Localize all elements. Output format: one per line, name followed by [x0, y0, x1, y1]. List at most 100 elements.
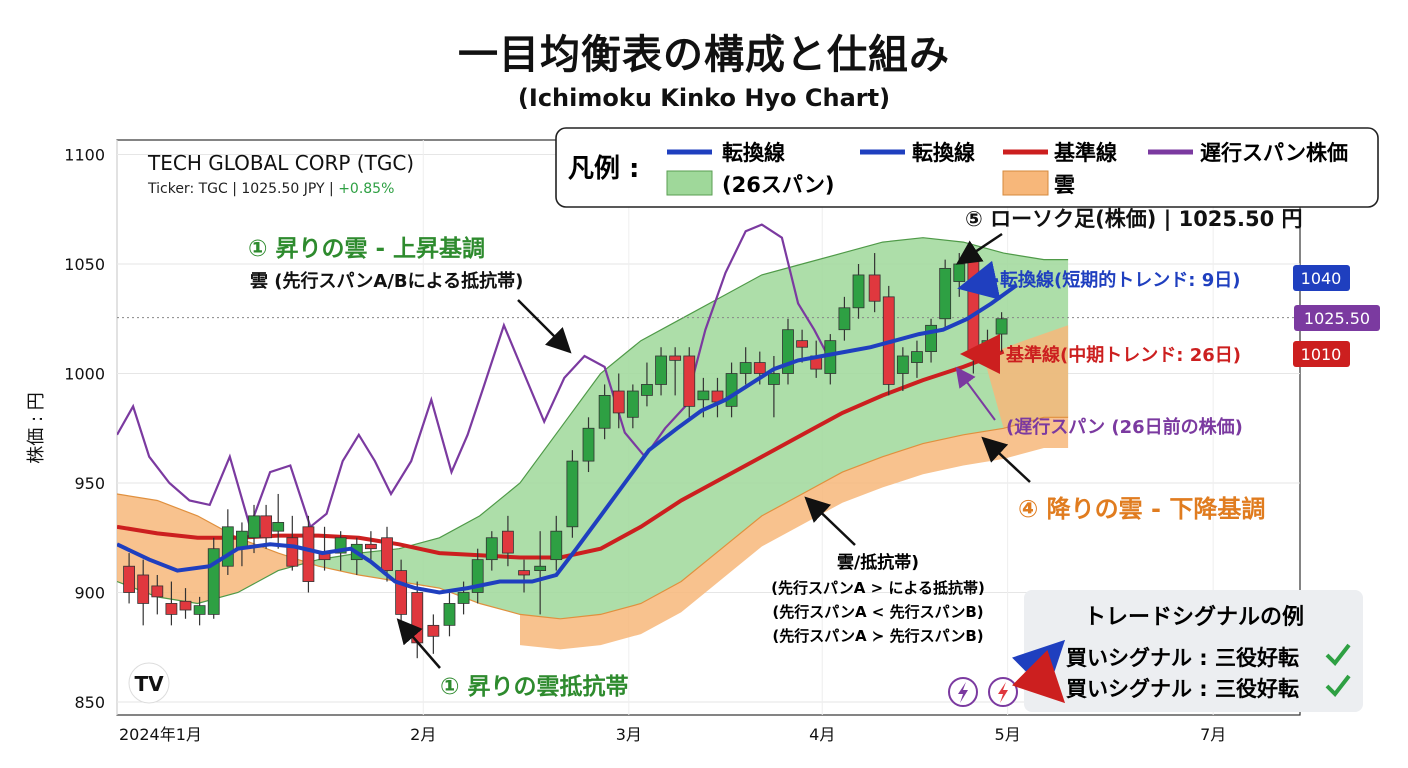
candle-body [838, 307, 851, 331]
cloud-note: 雲/抵抗帯) (先行スパンA > による抵抗帯) (先行スパンA < 先行スパン… [771, 552, 985, 645]
bear-cloud-annotation: ④ 降りの雲 - 下降基調 [1018, 495, 1265, 523]
candle-body [272, 522, 285, 532]
cloud-note-line-3: (先行スパンA < 先行スパンB) [772, 603, 983, 621]
candle-body [395, 570, 408, 615]
x-tick-label: 2024年1月 [119, 725, 202, 744]
candle-body [683, 355, 696, 407]
candle-body [612, 390, 625, 414]
lightning-icon[interactable] [948, 677, 978, 707]
y-axis-label: 株価 : 円 [26, 392, 47, 464]
candle-body [302, 526, 315, 582]
candle-body [953, 263, 966, 282]
cloud-bearish-band [520, 417, 1069, 650]
svg-text:1025.50: 1025.50 [1304, 309, 1370, 328]
company-name: TECH GLOBAL CORP (TGC) [147, 151, 414, 175]
cloud-bearish-forward [983, 325, 1069, 429]
signal-item-buy: 買いシグナル : 三役好転 [1066, 646, 1299, 670]
kijun-annotation: 基準線(中期トレンド: 26日) [1005, 344, 1241, 366]
candle-body [868, 274, 881, 302]
check-icon [1325, 674, 1351, 698]
candle-body [248, 515, 260, 539]
tenkan-line [117, 284, 1017, 595]
candle-body [411, 592, 424, 644]
candle-body [179, 600, 192, 611]
candle-body [641, 384, 653, 396]
candle-body [518, 570, 530, 576]
lightning-icon[interactable] [988, 677, 1018, 707]
x-tick-label: 2月 [410, 725, 436, 744]
ticker-line: Ticker: TGC | 1025.50 JPY | +0.85% [147, 181, 394, 197]
legend-item-tenkan-2: 転換線 [912, 141, 975, 165]
candle-body [725, 373, 738, 407]
candle-body [443, 603, 456, 626]
candle-body [981, 340, 994, 352]
tenkan-arrow [957, 260, 1001, 300]
legend-item-kijun: 基準線 [1054, 141, 1117, 165]
candle-body [767, 373, 780, 385]
cloud-note-line-1: 雲/抵抗帯) [837, 552, 919, 573]
candle-body [471, 559, 484, 593]
candle-body [967, 257, 980, 352]
chikou-arrow [955, 366, 996, 421]
legend-item-cloud-span: (26スパン) [722, 173, 834, 197]
legend: 凡例 : 転換線 転換線 基準線 遅行スパン株価 (26スパン) 雲 [555, 127, 1379, 208]
cloud-bullish [307, 237, 1069, 619]
chikou-span-line [117, 223, 832, 531]
bull-cloud-title: ① 昇りの雲 - 上昇基調 [248, 235, 485, 262]
trade-signal-box: トレードシグナルの例 買いシグナル : 三役好転 買いシグナル : 三役好転 [1012, 590, 1363, 712]
svg-text:1040: 1040 [1301, 269, 1342, 288]
candle-body [502, 530, 514, 554]
candle-annotation: ⑤ ローソク足(株価) | 1025.50 円 [965, 207, 1303, 232]
bear-cloud-arrow [981, 436, 1031, 483]
candle-body [286, 537, 299, 567]
y-tick-label: 1050 [64, 255, 105, 274]
y-tick-label: 900 [74, 584, 105, 603]
candle-body [123, 565, 135, 593]
candle-arrow [955, 232, 1003, 265]
span-a-line [117, 237, 1069, 605]
arrow-down-icon [1012, 650, 1066, 704]
span-b-line [117, 416, 1069, 620]
legend-item-cloud: 雲 [1054, 173, 1075, 197]
candle-body [626, 390, 639, 418]
y-axis-ticks: 850 900 950 1000 1050 1100 [64, 146, 105, 713]
x-tick-label: 3月 [616, 725, 642, 744]
x-tick-label: 7月 [1200, 725, 1226, 744]
price-tag-kijun: 1010 [1293, 341, 1350, 367]
candle-body [896, 355, 909, 374]
candle-body [334, 537, 347, 554]
candle-body [221, 526, 234, 567]
price-change: +0.85% [338, 181, 394, 197]
y-tick-label: 1100 [64, 146, 105, 165]
bull-support-arrow [396, 618, 441, 669]
price-tag-tenkan: 1040 [1293, 265, 1350, 291]
candle-body [566, 460, 579, 528]
svg-text:TV: TV [134, 672, 164, 696]
candle-body [364, 543, 377, 550]
tenkan-annotation: 転換線(短期的トレンド: 9日) [1000, 269, 1240, 291]
svg-text:1010: 1010 [1301, 345, 1342, 364]
chart-subtitle: (Ichimoku Kinko Hyo Chart) [517, 84, 891, 112]
bull-support-annotation: ① 昇りの雲抵抗帯 [440, 673, 628, 700]
candle-body [669, 355, 682, 361]
candle-body [655, 355, 667, 385]
candle-body [582, 427, 595, 462]
x-tick-label: 4月 [809, 725, 835, 744]
legend-swatch-cloud-bull [666, 170, 713, 196]
candlesticks [123, 246, 1008, 659]
tradingview-logo: TV [128, 662, 170, 704]
chart-title: 一目均衡表の構成と仕組み [458, 32, 950, 78]
cloud-note-line-2: (先行スパンA > による抵抗帯) [771, 579, 985, 597]
candle-body [534, 565, 547, 571]
candle-body [193, 605, 206, 615]
y-tick-label: 850 [74, 693, 105, 712]
candle-body [753, 362, 766, 374]
candle-body [381, 537, 393, 571]
chikou-annotation: (遅行スパン (26日前の株価) [1006, 416, 1243, 438]
y-tick-label: 1000 [64, 365, 105, 384]
legend-title: 凡例 : [568, 154, 639, 184]
x-axis-ticks: 2024年1月 2月 3月 4月 5月 7月 [119, 725, 1226, 744]
signal-box-title: トレードシグナルの例 [1084, 604, 1304, 630]
candle-body [939, 267, 952, 320]
check-icon [1325, 643, 1351, 667]
